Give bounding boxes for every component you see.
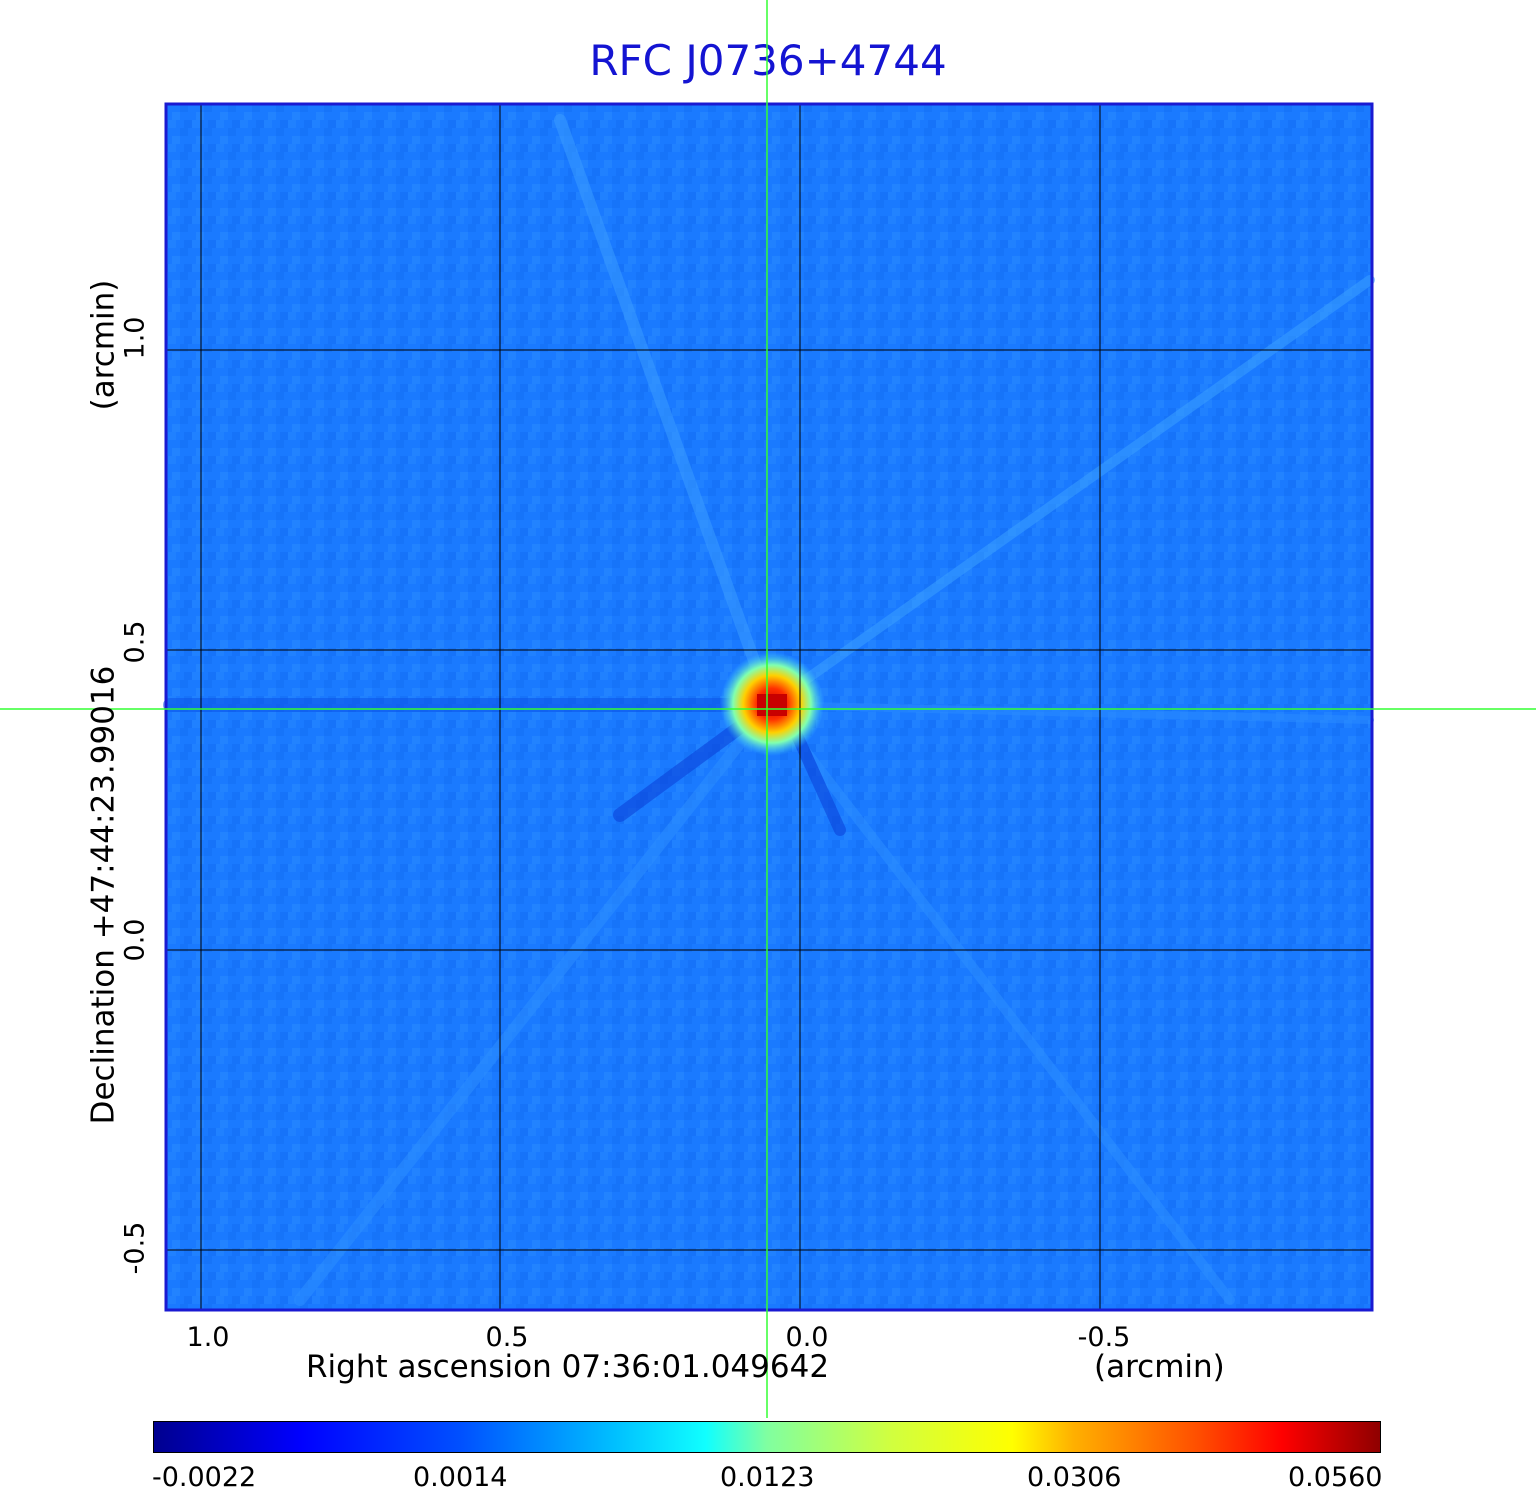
x-tick-label: -0.5 (1077, 1322, 1131, 1353)
crosshair[interactable] (0, 0, 1536, 1418)
y-tick-label: 0.5 (119, 620, 151, 664)
colorbar-tick-label: 0.0560 (1288, 1462, 1383, 1493)
x-axis-unit: (arcmin) (1094, 1349, 1225, 1385)
colorbar (153, 1421, 1381, 1453)
x-tick-label: 1.0 (186, 1322, 230, 1353)
y-tick-label: -0.5 (119, 1221, 151, 1275)
y-axis-unit: (arcmin) (85, 279, 122, 411)
colorbar-tick-label: -0.0022 (152, 1462, 257, 1493)
colorbar-tick-label: 0.0306 (1027, 1462, 1122, 1493)
x-tick-label: 0.0 (785, 1322, 829, 1353)
y-tick-label: 1.0 (119, 316, 151, 360)
x-tick-label: 0.5 (485, 1322, 529, 1353)
sky-image (163, 104, 1375, 1310)
colorbar-tick-label: 0.0123 (720, 1462, 815, 1493)
colorbar-tick-label: 0.0014 (413, 1462, 508, 1493)
image-title: RFC J0736+4744 (589, 36, 947, 85)
coordinate-grid (166, 104, 1372, 1310)
y-tick-label: 0.0 (119, 918, 151, 962)
x-axis-label: Right ascension 07:36:01.049642 (306, 1349, 830, 1385)
y-axis-label: Declination +47:44:23.99016 (85, 665, 122, 1125)
plot-frame (164, 102, 1374, 1312)
